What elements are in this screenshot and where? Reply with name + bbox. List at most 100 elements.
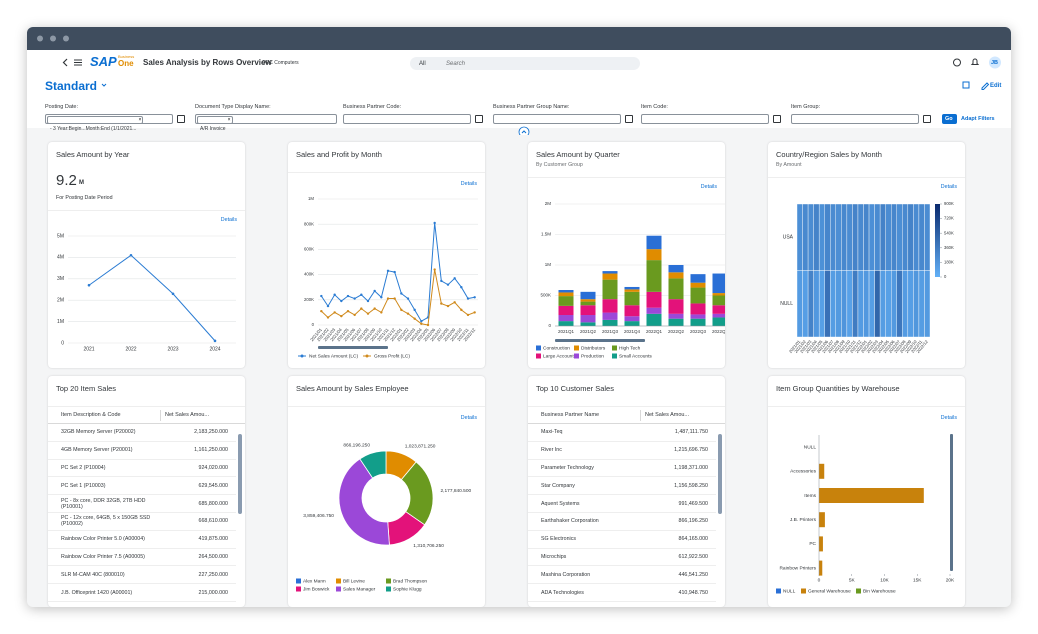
menu-icon[interactable] <box>74 59 82 66</box>
card-title: Top 10 Customer Sales <box>536 384 614 393</box>
scrollbar <box>238 434 242 514</box>
table-row[interactable]: Aquent Systems 991,469.500 <box>528 495 716 513</box>
value-help-icon[interactable] <box>177 115 185 123</box>
table-row[interactable]: Parameter Technology 1,198,371.000 <box>528 460 716 478</box>
details-link[interactable]: Details <box>940 184 957 190</box>
card-title: Item Group Quantities by Warehouse <box>776 384 900 393</box>
bar-segment <box>646 235 662 250</box>
table-row[interactable]: PC - 8x core, DDR 32GB, 2TB HDD (P10001)… <box>48 495 236 513</box>
table-row[interactable]: Microchips 612,922.500 <box>528 549 716 567</box>
details-link[interactable]: Details <box>940 415 957 421</box>
x-tick-label: 2022Q3 <box>690 329 707 334</box>
y-tick-label: 0 <box>61 340 64 346</box>
value-help-icon[interactable] <box>773 115 781 123</box>
cell-text: PC - 8x core, DDR 32GB, 2TB HDD (P10001) <box>61 497 146 510</box>
table-row[interactable]: 32GB Memory Server (P20002) 2,183,250.000 <box>48 424 236 442</box>
token-remove[interactable]: × <box>138 117 142 123</box>
chart: 0 1M 2M 3M 4M 5M 2021 2022 2023 2024 <box>57 233 236 352</box>
bar <box>819 463 825 479</box>
filter-token[interactable]: A/R Invoice × <box>197 116 233 132</box>
details-link[interactable]: Details <box>460 181 477 187</box>
legend-label: Jim Boswick <box>303 586 330 592</box>
y-tick-label: 1M <box>57 319 64 325</box>
back-icon[interactable] <box>62 58 68 67</box>
go-button[interactable] <box>942 114 957 124</box>
x-tick-label: 2022Q1 <box>646 329 663 334</box>
legend-swatch <box>574 345 579 351</box>
cell-text: Microchips <box>541 553 567 560</box>
variant-title[interactable]: Standard <box>45 79 98 93</box>
table-row[interactable]: SG Electronics 864,165.000 <box>528 531 716 549</box>
value-help-icon[interactable] <box>475 115 483 123</box>
filter-token[interactable]: - 3 Year:Begin...Month:End (1/1/2021... × <box>47 116 144 132</box>
card-separator <box>528 406 725 407</box>
table-row[interactable]: Rainbow Color Printer 5.0 (A00004) 419,87… <box>48 531 236 549</box>
filter-label: Business Partner Code: <box>343 104 402 110</box>
column-header[interactable]: Net Sales Amou... <box>165 412 210 418</box>
table-row[interactable]: River Inc 1,215,696.750 <box>528 442 716 460</box>
table-row[interactable]: Maxi-Teq 1,487,111.750 <box>528 424 716 442</box>
details-link[interactable]: Details <box>700 184 717 190</box>
details-link[interactable]: Details <box>460 415 477 421</box>
go-label[interactable]: Go <box>945 115 953 122</box>
bar-segment <box>602 299 618 313</box>
table-row[interactable]: SLR M-CAM 40C (800010) 227,250.000 <box>48 566 236 585</box>
table-row[interactable]: Star Company 1,156,598.250 <box>528 477 716 496</box>
table-row[interactable]: PC Set 2 (P10004) 924,020.000 <box>48 460 236 478</box>
bar-segment <box>690 318 706 326</box>
bar <box>819 512 825 528</box>
cell-text: Aquent Systems <box>541 500 580 507</box>
column-header: Item Description & Code <box>61 412 121 418</box>
user-initials[interactable]: JB <box>991 60 999 66</box>
chart: 0 5K 10K 15K 20K NULL Accessories Items J.B. Pri… <box>776 434 955 594</box>
help-icon[interactable] <box>953 58 961 67</box>
search-placeholder[interactable]: Search <box>446 61 466 67</box>
column-header[interactable]: Net Sales Amou... <box>645 412 690 418</box>
card-subtitle: By Customer Group <box>536 162 583 168</box>
cell-text: 32GB Memory Server (P20002) <box>61 429 136 436</box>
table-row[interactable]: Mashina Corporation 446,541.250 <box>528 566 716 585</box>
table-row[interactable]: ADA Technologies 410,948.750 <box>528 584 716 602</box>
heat-cell <box>896 203 903 271</box>
search-scope[interactable]: All <box>419 61 426 67</box>
edit-icon[interactable] <box>981 82 990 90</box>
search-field[interactable] <box>410 57 640 70</box>
header-icons <box>62 56 1001 69</box>
heat-cell <box>807 203 814 271</box>
notification-icon[interactable] <box>970 58 980 65</box>
table-row[interactable]: 4GB Memory Server (P20001) 1,161,250.000 <box>48 442 236 460</box>
filter-input[interactable] <box>641 114 769 124</box>
filter-input[interactable] <box>493 114 621 124</box>
category-label: Rainbow Printers <box>779 565 816 571</box>
table-row[interactable]: Rainbow Color Printer 7.5 (A00005) 264,50… <box>48 549 236 567</box>
legend-swatch <box>386 586 391 592</box>
legend-swatch <box>776 588 781 594</box>
category-label: PC <box>809 541 816 547</box>
avatar[interactable] <box>989 56 1001 69</box>
bar-segment <box>580 315 596 323</box>
x-tick-label: 2021Q4 <box>624 329 641 334</box>
adapt-filters[interactable]: Adapt Filters <box>961 115 995 122</box>
data-point <box>420 322 423 325</box>
card-separator <box>48 210 245 211</box>
table-row[interactable]: PC Set 1 (P10003) 629,545.000 <box>48 477 236 496</box>
category-label: Accessories <box>790 469 816 475</box>
value-help-icon[interactable] <box>923 115 931 123</box>
edit-link[interactable]: Edit <box>990 83 1002 89</box>
collapse-icon[interactable] <box>521 130 527 134</box>
heat-cell <box>835 203 842 271</box>
table-row[interactable]: Earthshaker Corporation 866,196.250 <box>528 513 716 531</box>
card: Item Group Quantities by Warehouse Detail… <box>768 376 965 607</box>
data-point <box>446 304 450 308</box>
token-remove[interactable]: × <box>227 117 231 123</box>
heat-cell <box>796 203 803 271</box>
details-link[interactable]: Details <box>220 217 237 223</box>
table-row[interactable]: PC - 12x core, 64GB, 5 x 150GB SSD (P100… <box>48 513 236 531</box>
variant-caret[interactable] <box>101 83 107 87</box>
share-icon[interactable] <box>962 81 970 89</box>
filter-input[interactable] <box>195 114 337 124</box>
filter-input[interactable] <box>791 114 919 124</box>
table-row[interactable]: J.B. Officeprint 1420 (A00001) 215,000.00… <box>48 584 236 602</box>
filter-input[interactable] <box>343 114 471 124</box>
value-help-icon[interactable] <box>625 115 633 123</box>
